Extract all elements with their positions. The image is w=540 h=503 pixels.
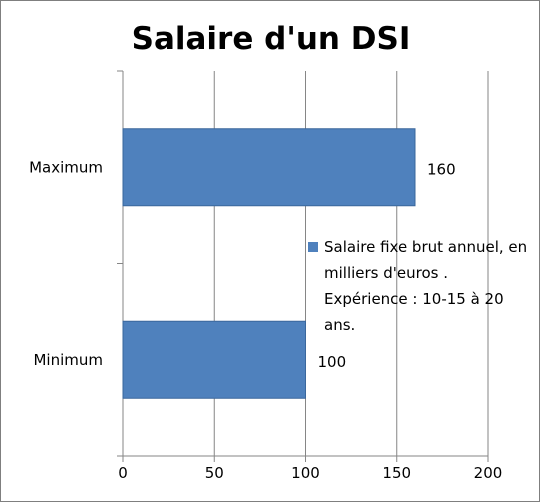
bar-maximum: [122, 128, 416, 207]
legend-swatch: [308, 242, 318, 252]
legend-label: Salaire fixe brut annuel, en milliers d'…: [324, 238, 528, 334]
x-tick-label-50: 50: [205, 464, 224, 482]
category-label-minimum: Minimum: [33, 351, 103, 369]
category-label-maximum: Maximum: [29, 158, 103, 176]
bar-minimum: [122, 320, 306, 399]
x-tick-label-0: 0: [118, 464, 128, 482]
x-tick-label-150: 150: [382, 464, 411, 482]
data-label-minimum: 100: [318, 353, 347, 371]
x-tick-label-200: 200: [474, 464, 503, 482]
chart-title: Salaire d'un DSI: [131, 21, 411, 57]
data-label-maximum: 160: [427, 160, 456, 178]
x-tick-label-100: 100: [291, 464, 320, 482]
